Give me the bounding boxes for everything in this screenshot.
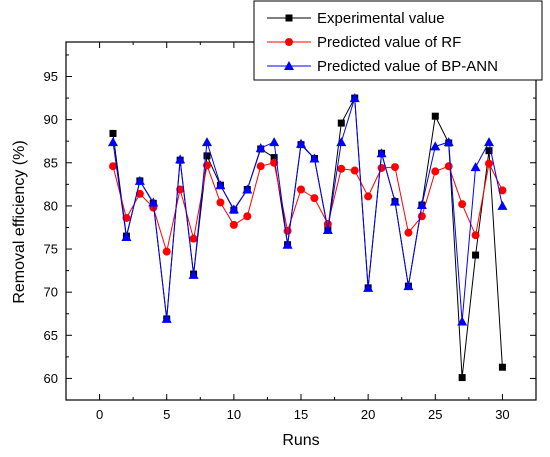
data-point (443, 137, 454, 147)
data-point (309, 153, 320, 163)
data-point (497, 200, 508, 210)
data-point (188, 269, 199, 279)
data-point (216, 198, 225, 207)
data-point (175, 154, 186, 164)
data-point (470, 162, 481, 172)
legend-label: Predicted value of BP-ANN (317, 58, 498, 75)
y-tick-label: 90 (44, 112, 58, 127)
data-point (498, 363, 506, 371)
axes: 0 5 10 15 20 25 30 60 65 70 75 80 85 90 95 (44, 42, 537, 422)
y-tick-label: 65 (44, 328, 58, 343)
data-point (485, 147, 493, 155)
data-point (162, 247, 171, 256)
y-tick-label: 95 (44, 69, 58, 84)
x-tick-label: 5 (163, 407, 170, 422)
data-point (337, 119, 345, 127)
legend-label: Experimental value (317, 10, 445, 27)
data-point (322, 225, 333, 235)
y-tick-label: 60 (44, 371, 58, 386)
y-tick-label: 70 (44, 285, 58, 300)
data-point (485, 159, 493, 168)
data-point (148, 197, 159, 207)
data-point (430, 141, 441, 151)
data-point (390, 196, 400, 206)
data-point (121, 231, 132, 241)
legend: Experimental value Predicted value of RF P… (253, 0, 543, 81)
x-tick-label: 20 (361, 407, 375, 422)
data-point (391, 163, 399, 172)
data-point (109, 129, 117, 137)
data-point (337, 164, 346, 173)
y-tick-label: 75 (44, 242, 58, 257)
data-point (376, 148, 387, 158)
plot-marks (108, 93, 508, 382)
x-tick-label: 25 (428, 407, 442, 422)
data-point (498, 186, 507, 195)
data-point (135, 189, 144, 198)
data-point (215, 180, 226, 190)
data-point (363, 282, 374, 292)
data-point (228, 204, 239, 214)
data-point (296, 138, 306, 148)
data-point (269, 137, 280, 147)
legend-marker (285, 14, 293, 22)
data-point (458, 374, 466, 382)
data-point (256, 162, 265, 171)
data-point (203, 152, 211, 160)
data-point (472, 251, 480, 259)
data-point (471, 231, 480, 240)
x-tick-label: 30 (495, 407, 509, 422)
x-tick-label: 15 (294, 407, 308, 422)
data-point (431, 167, 440, 176)
y-tick-label: 85 (44, 155, 58, 170)
legend-box (253, 0, 543, 81)
data-point (444, 162, 453, 171)
legend-marker (285, 38, 293, 46)
data-point (403, 281, 414, 291)
data-point (458, 200, 467, 209)
data-point (161, 313, 172, 323)
x-tick-label: 0 (96, 407, 103, 422)
data-point (416, 200, 427, 210)
y-tick-label: 80 (44, 198, 58, 213)
legend-marker (284, 61, 294, 70)
legend-label: Predicted value of RF (317, 34, 461, 51)
data-point (202, 137, 212, 147)
data-point (242, 184, 253, 194)
x-axis-title: Runs (282, 432, 319, 449)
data-point (109, 162, 117, 171)
data-point (404, 228, 413, 237)
data-point (243, 212, 252, 221)
data-point (350, 166, 359, 175)
data-point (310, 194, 319, 203)
data-point (255, 143, 266, 153)
data-point (431, 112, 439, 120)
data-point (364, 192, 373, 201)
data-point (484, 137, 494, 147)
data-point (323, 220, 332, 229)
data-point (134, 175, 145, 185)
data-point (283, 226, 292, 235)
data-point (270, 154, 278, 162)
data-point (336, 137, 347, 147)
data-point (229, 220, 238, 229)
y-axis-title: Removal efficiency (%) (11, 140, 28, 303)
series-triangle (108, 93, 508, 326)
data-point (349, 93, 360, 103)
data-point (189, 234, 198, 243)
x-tick-label: 10 (227, 407, 241, 422)
data-point (297, 185, 305, 194)
data-point (108, 137, 118, 147)
data-point (457, 316, 468, 326)
data-point (282, 239, 293, 249)
